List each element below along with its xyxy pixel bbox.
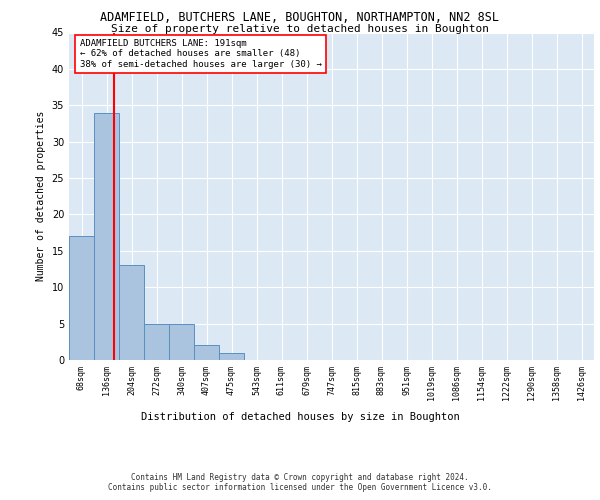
Bar	[169, 324, 194, 360]
Bar	[194, 346, 219, 360]
Bar	[69, 236, 94, 360]
Text: Contains HM Land Registry data © Crown copyright and database right 2024.
Contai: Contains HM Land Registry data © Crown c…	[108, 472, 492, 492]
Bar	[219, 352, 244, 360]
Text: Distribution of detached houses by size in Boughton: Distribution of detached houses by size …	[140, 412, 460, 422]
Text: ADAMFIELD BUTCHERS LANE: 191sqm
← 62% of detached houses are smaller (48)
38% of: ADAMFIELD BUTCHERS LANE: 191sqm ← 62% of…	[79, 39, 322, 69]
Bar	[144, 324, 169, 360]
Text: ADAMFIELD, BUTCHERS LANE, BOUGHTON, NORTHAMPTON, NN2 8SL: ADAMFIELD, BUTCHERS LANE, BOUGHTON, NORT…	[101, 11, 499, 24]
Bar	[119, 266, 144, 360]
Bar	[94, 112, 119, 360]
Y-axis label: Number of detached properties: Number of detached properties	[36, 111, 46, 282]
Text: Size of property relative to detached houses in Boughton: Size of property relative to detached ho…	[111, 24, 489, 34]
